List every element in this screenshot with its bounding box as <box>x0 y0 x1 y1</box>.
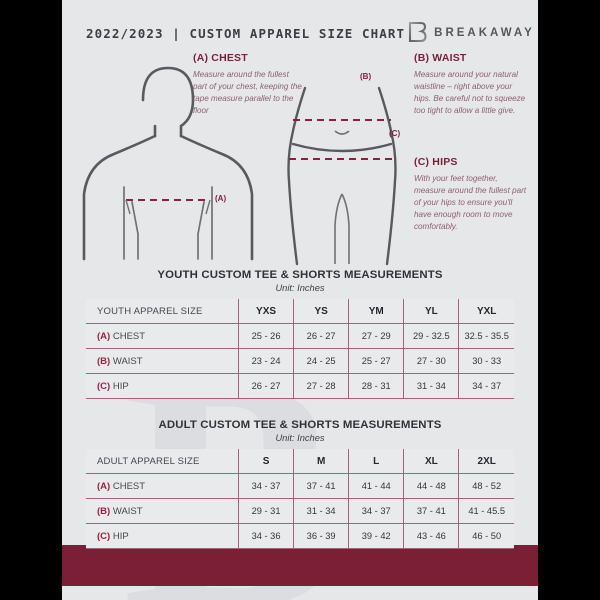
youth-measurements-block: YOUTH CUSTOM TEE & SHORTS MEASUREMENTS U… <box>86 269 514 399</box>
youth-waist-ys: 24 - 25 <box>293 348 350 374</box>
adult-size-column-s: S <box>237 449 295 474</box>
row-letter: (B) <box>97 505 111 517</box>
youth-waist-yxl: 30 - 33 <box>458 348 514 374</box>
measurement-diagram: (A) (B) (C) (A) CHEST Measure around the… <box>62 52 538 271</box>
adult-chest-s: 34 - 37 <box>237 473 295 499</box>
lower-body-silhouette-icon <box>267 86 417 271</box>
chest-caption-heading: (A) CHEST <box>193 52 248 64</box>
youth-size-table: YOUTH APPAREL SIZE YXS YS YM YL YXL (A) CHEST 2… <box>86 299 514 399</box>
waist-caption-heading: (B) WAIST <box>414 52 467 64</box>
youth-hip-yl: 31 - 34 <box>403 373 460 399</box>
adult-hip-xl: 43 - 46 <box>403 523 460 549</box>
youth-waist-yl: 27 - 30 <box>403 348 460 374</box>
table-row: (C) HIP 34 - 36 36 - 39 39 - 42 43 - 46 46 - … <box>86 523 514 549</box>
youth-row-label-waist: (B) WAIST <box>86 348 239 374</box>
page-header: 2022/2023 | CUSTOM APPAREL SIZE CHART <box>62 0 538 46</box>
adult-size-header: ADULT APPAREL SIZE <box>86 449 239 474</box>
youth-size-column-ym: YM <box>348 299 405 324</box>
adult-waist-2xl: 41 - 45.5 <box>458 498 514 524</box>
upper-body-silhouette-icon <box>80 54 255 271</box>
row-letter: (C) <box>97 380 111 392</box>
waist-line-label: (B) <box>360 72 372 81</box>
youth-waist-ym: 25 - 27 <box>348 348 405 374</box>
youth-hip-ys: 27 - 28 <box>293 373 350 399</box>
youth-chest-yl: 29 - 32.5 <box>403 323 460 349</box>
adult-chest-2xl: 48 - 52 <box>458 473 514 499</box>
row-letter: (A) <box>97 480 111 492</box>
adult-hip-2xl: 46 - 50 <box>458 523 514 549</box>
table-row: (C) HIP 26 - 27 27 - 28 28 - 31 31 - 34 34 - … <box>86 373 514 399</box>
adult-chest-m: 37 - 41 <box>293 473 350 499</box>
adult-waist-xl: 37 - 41 <box>403 498 460 524</box>
adult-table-unit: Unit: Inches <box>275 433 325 443</box>
brand-name: BREAKAWAY <box>434 27 535 39</box>
adult-hip-l: 39 - 42 <box>348 523 405 549</box>
chest-caption-text: Measure around the fullest part of your … <box>193 70 302 115</box>
youth-chest-ym: 27 - 29 <box>348 323 405 349</box>
table-row: (A) CHEST 25 - 26 26 - 27 27 - 29 29 - 32.5 3… <box>86 323 514 349</box>
adult-table-title: ADULT CUSTOM TEE & SHORTS MEASUREMENTS <box>158 419 442 431</box>
adult-header-row: ADULT APPAREL SIZE S M L XL 2XL <box>86 449 514 474</box>
page-title: 2022/2023 | CUSTOM APPAREL SIZE CHART <box>86 25 406 41</box>
brand-lockup: BREAKAWAY <box>405 20 535 46</box>
adult-row-label-hip: (C) HIP <box>86 523 239 549</box>
adult-size-column-2xl: 2XL <box>458 449 514 474</box>
youth-size-column-yxl: YXL <box>458 299 514 324</box>
youth-hip-yxl: 34 - 37 <box>458 373 514 399</box>
footer-bar <box>62 545 538 586</box>
youth-waist-yxs: 23 - 24 <box>237 348 295 374</box>
adult-chest-xl: 44 - 48 <box>403 473 460 499</box>
adult-waist-s: 29 - 31 <box>237 498 295 524</box>
row-letter: (B) <box>97 355 111 367</box>
youth-hip-ym: 28 - 31 <box>348 373 405 399</box>
youth-hip-yxs: 26 - 27 <box>237 373 295 399</box>
chest-caption: (A) CHEST Measure around the fullest par… <box>193 52 305 117</box>
waist-caption: (B) WAIST Measure around your natural wa… <box>414 52 526 117</box>
youth-header-row: YOUTH APPAREL SIZE YXS YS YM YL YXL <box>86 299 514 324</box>
adult-size-column-l: L <box>348 449 405 474</box>
adult-hip-m: 36 - 39 <box>293 523 350 549</box>
hips-caption: (C) HIPS With your feet together, measur… <box>414 156 530 233</box>
size-chart-page: B 2022/2023 | CUSTOM APPAREL SIZE CHART <box>62 0 538 600</box>
youth-size-column-yl: YL <box>403 299 460 324</box>
table-row: (B) WAIST 23 - 24 24 - 25 25 - 27 27 - 30 30 … <box>86 348 514 374</box>
hips-caption-text: With your feet together, measure around … <box>414 174 527 231</box>
youth-row-label-hip: (C) HIP <box>86 373 239 399</box>
youth-chest-ys: 26 - 27 <box>293 323 350 349</box>
table-row: (B) WAIST 29 - 31 31 - 34 34 - 37 37 - 41 41 … <box>86 498 514 524</box>
adult-waist-l: 34 - 37 <box>348 498 405 524</box>
youth-size-column-ys: YS <box>293 299 350 324</box>
adult-size-column-m: M <box>293 449 350 474</box>
row-letter: (A) <box>97 330 111 342</box>
breakaway-b-monogram-icon <box>405 20 427 46</box>
youth-row-label-chest: (A) CHEST <box>86 323 239 349</box>
adult-hip-s: 34 - 36 <box>237 523 295 549</box>
youth-chest-yxl: 32.5 - 35.5 <box>458 323 514 349</box>
adult-measurements-block: ADULT CUSTOM TEE & SHORTS MEASUREMENTS U… <box>86 419 514 549</box>
youth-table-unit: Unit: Inches <box>275 283 325 293</box>
adult-size-column-xl: XL <box>403 449 460 474</box>
row-letter: (C) <box>97 530 111 542</box>
adult-row-label-chest: (A) CHEST <box>86 473 239 499</box>
youth-size-header: YOUTH APPAREL SIZE <box>86 299 239 324</box>
youth-chest-yxs: 25 - 26 <box>237 323 295 349</box>
adult-chest-l: 41 - 44 <box>348 473 405 499</box>
adult-waist-m: 31 - 34 <box>293 498 350 524</box>
adult-row-label-waist: (B) WAIST <box>86 498 239 524</box>
youth-size-column-yxs: YXS <box>237 299 295 324</box>
chest-line-label: (A) <box>215 194 227 203</box>
youth-table-title: YOUTH CUSTOM TEE & SHORTS MEASUREMENTS <box>157 269 443 281</box>
adult-size-table: ADULT APPAREL SIZE S M L XL 2XL (A) CHEST 34 - … <box>86 449 514 549</box>
hips-caption-heading: (C) HIPS <box>414 156 458 168</box>
hip-line-label: (C) <box>389 129 401 138</box>
waist-caption-text: Measure around your natural waistline – … <box>414 70 526 115</box>
table-row: (A) CHEST 34 - 37 37 - 41 41 - 44 44 - 48 48 … <box>86 473 514 499</box>
